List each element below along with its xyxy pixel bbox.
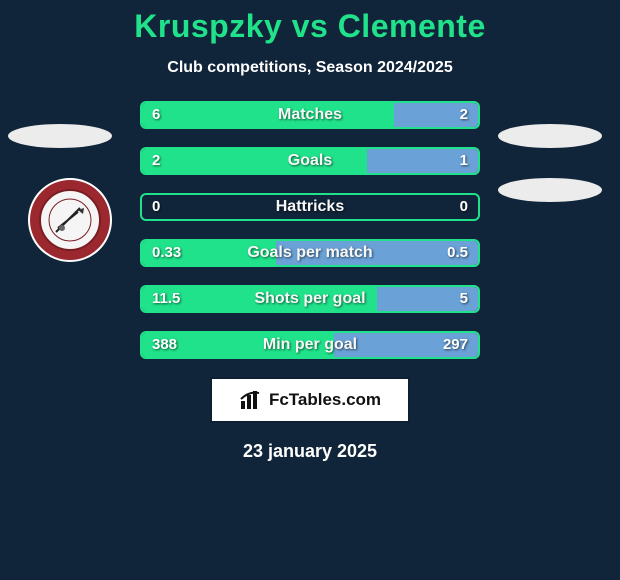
footer-badge[interactable]: FcTables.com [210,377,410,423]
stat-bar [140,285,480,313]
page-title: Kruspzky vs Clemente [0,0,620,45]
footer-site-label: FcTables.com [269,390,381,410]
stat-bar [140,193,480,221]
stat-value-right: 5 [460,285,468,313]
subtitle: Club competitions, Season 2024/2025 [0,59,620,77]
date-label: 23 january 2025 [0,441,620,462]
stat-value-left: 388 [152,331,177,359]
stat-bar [140,239,480,267]
stat-bar [140,101,480,129]
stat-row: 6 2 Matches [0,101,620,131]
stat-row: 0.33 0.5 Goals per match [0,239,620,269]
stat-value-right: 1 [460,147,468,175]
chart-icon [239,389,263,411]
stat-value-right: 0.5 [447,239,468,267]
stat-row: 2 1 Goals [0,147,620,177]
stat-value-right: 297 [443,331,468,359]
stat-value-left: 11.5 [152,285,180,313]
stat-row: 11.5 5 Shots per goal [0,285,620,315]
stat-row: 388 297 Min per goal [0,331,620,361]
stat-value-left: 6 [152,101,160,129]
stat-bar [140,147,480,175]
stat-value-right: 0 [460,193,468,221]
stat-value-left: 0 [152,193,160,221]
stat-value-left: 0.33 [152,239,181,267]
stat-row: 0 0 Hattricks [0,193,620,223]
stat-value-right: 2 [460,101,468,129]
stat-value-left: 2 [152,147,160,175]
stat-bar [140,331,480,359]
